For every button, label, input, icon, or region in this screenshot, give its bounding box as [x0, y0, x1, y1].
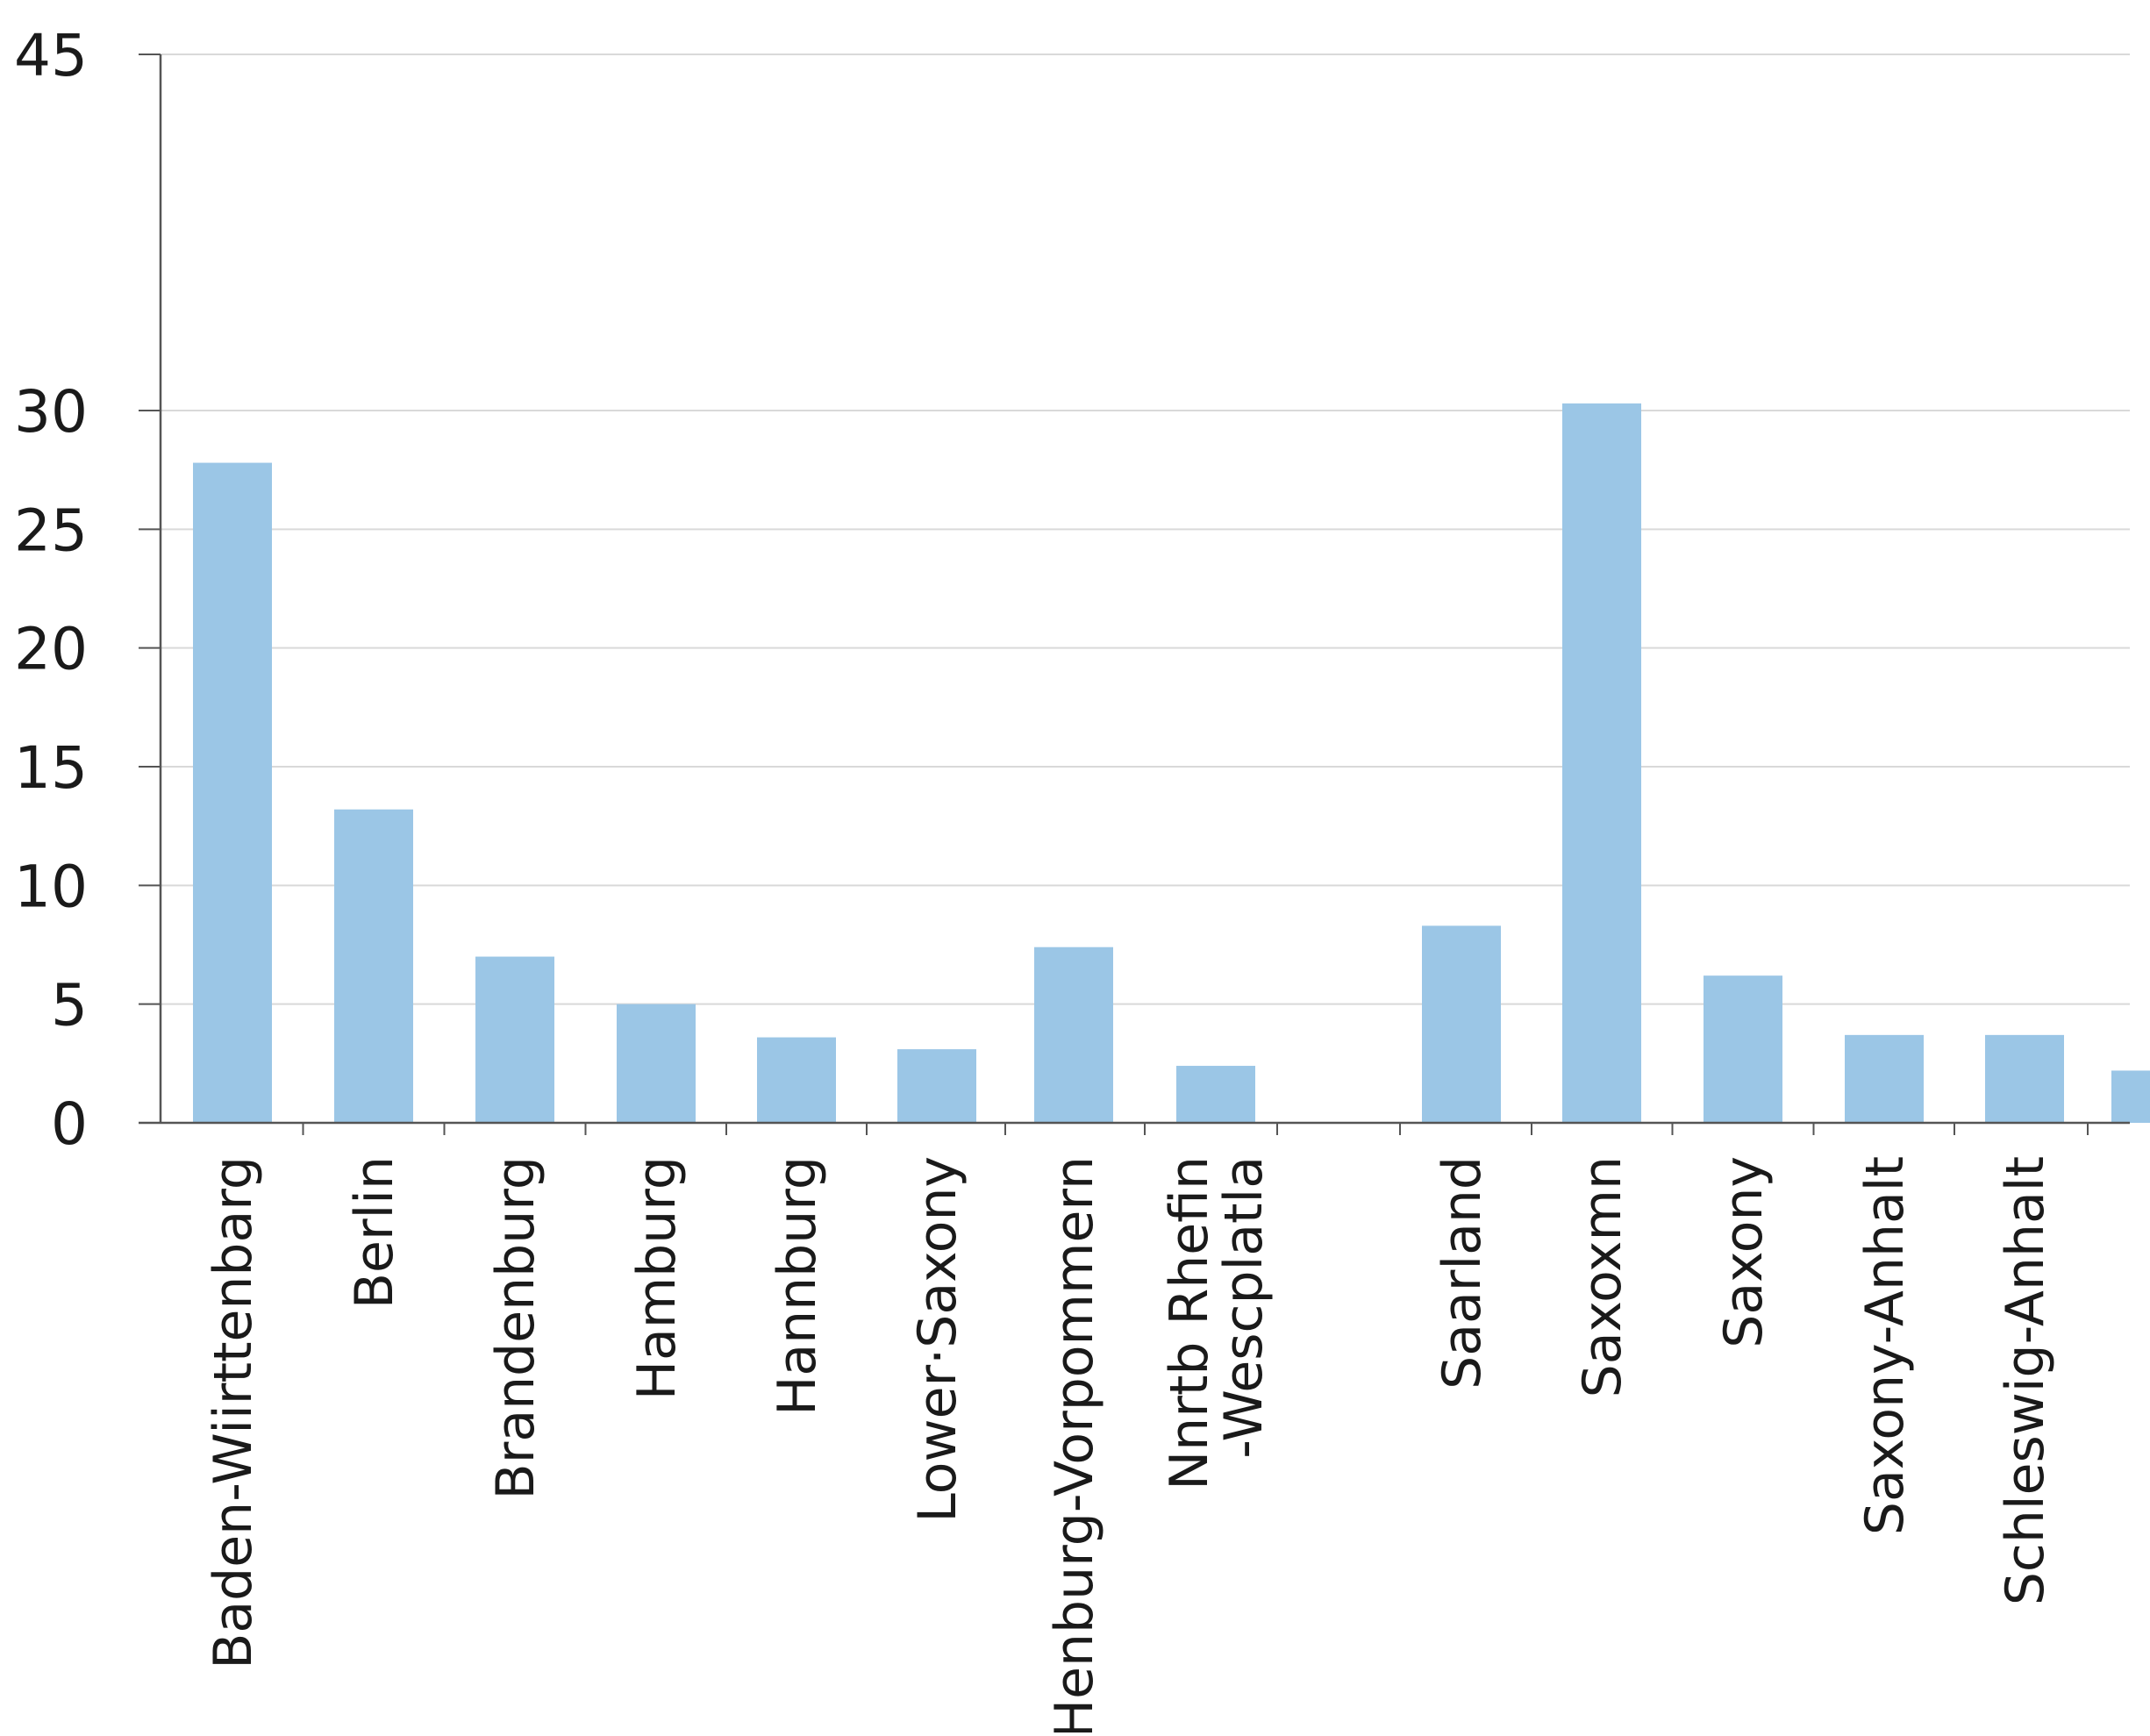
x-tick-label: Saxoxmn — [1572, 1156, 1633, 1397]
x-tick-label: -Wescplatla — [1213, 1156, 1275, 1459]
bar — [193, 462, 272, 1123]
x-tick-label: Henburg-Vorpommern — [1044, 1156, 1105, 1732]
bars — [193, 403, 2150, 1123]
bar — [1704, 975, 1782, 1123]
bar — [2111, 1070, 2150, 1123]
y-tick-label: 25 — [14, 497, 88, 564]
y-tick-label: 30 — [14, 378, 88, 446]
x-tick-label: Hannburg — [767, 1156, 828, 1416]
x-tick-label: Baden-Wiirttenbarg — [203, 1156, 264, 1669]
axes — [139, 54, 2130, 1135]
y-tick-labels: 0 5 10 15 20 25 30 45 — [14, 22, 88, 1158]
y-tick-label: 45 — [14, 22, 88, 89]
y-tick-label: 15 — [14, 734, 88, 802]
y-tick-label: 10 — [14, 853, 88, 920]
bar — [1422, 925, 1501, 1123]
x-tick-label: Saxony-Anhalt — [1854, 1156, 1916, 1535]
gridlines — [161, 54, 2130, 1005]
y-tick-label: 0 — [51, 1090, 88, 1158]
bar — [1985, 1034, 2064, 1123]
bar — [1562, 403, 1641, 1123]
bar — [1845, 1034, 1924, 1123]
x-tick-label: Saarland — [1432, 1156, 1493, 1390]
x-tick-label: Schleswig-Anhalt — [1995, 1156, 2056, 1605]
bar — [475, 956, 554, 1123]
bar — [1176, 1066, 1255, 1123]
x-tick-label: Berlin — [344, 1156, 405, 1309]
bar — [757, 1037, 836, 1123]
x-tick-label: Nnrtb Rhefin — [1159, 1156, 1220, 1490]
bar — [897, 1049, 976, 1123]
y-tick-label: 5 — [51, 972, 88, 1039]
bar — [617, 1004, 696, 1123]
x-tick-label: Saxony — [1713, 1156, 1775, 1348]
bar — [1034, 947, 1113, 1123]
x-tick-label: Hamburg — [626, 1156, 688, 1400]
x-tick-labels: Baden-Wiirttenbarg Berlin Brandenburg Hambu… — [203, 1156, 2056, 1736]
x-tick-label: Lower·Saxony — [907, 1156, 968, 1523]
bar — [334, 809, 413, 1123]
y-tick-label: 20 — [14, 616, 88, 683]
x-tick-label: Brandenburg — [485, 1156, 546, 1499]
